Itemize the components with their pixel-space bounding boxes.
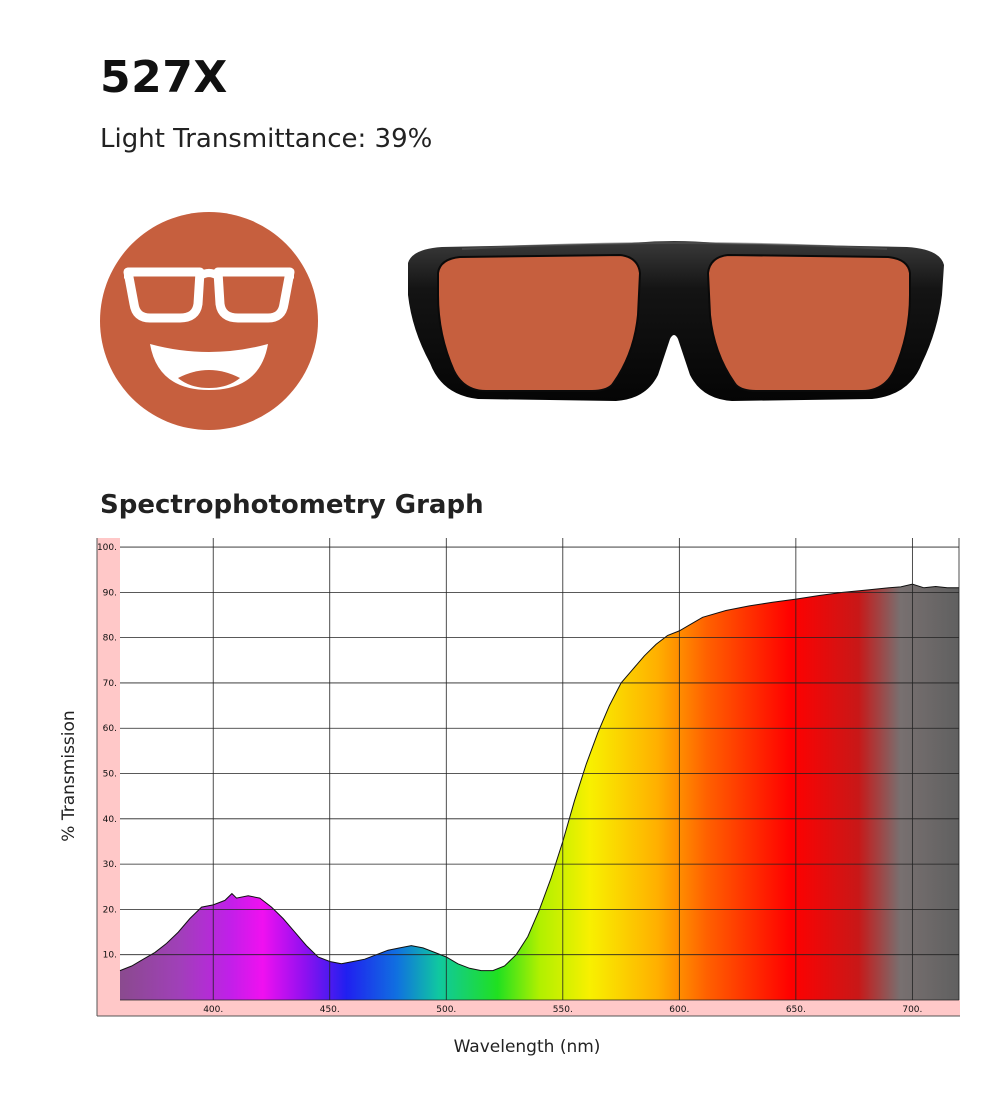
y-tick-label: 100. [97,543,117,553]
y-tick-label: 80. [103,634,117,644]
transmission-area [120,584,959,1000]
y-tick-label: 10. [103,951,117,961]
smiling-glasses-face-icon [100,212,318,430]
x-tick-label: 700. [902,1005,922,1015]
y-axis-label: % Transmission [59,710,79,841]
x-axis-label: Wavelength (nm) [454,1037,601,1057]
x-tick-label: 400. [203,1005,223,1015]
x-tick-label: 500. [436,1005,456,1015]
y-tick-label: 50. [103,770,117,780]
y-tick-label: 20. [103,905,117,915]
y-tick-label: 40. [103,815,117,825]
transmission-curve [119,583,959,972]
spectrophotometry-chart: 10. 20. 30. 40. 50. 60. 70. 80. 90. 100. 400. 450. 5… [59,538,960,1057]
y-tick-label: 30. [103,860,117,870]
x-tick-label: 550. [553,1005,573,1015]
x-tick-label: 650. [786,1005,806,1015]
x-axis-band [97,1000,960,1016]
light-transmittance: Light Transmittance: 39% [100,124,433,154]
y-axis-band [97,538,120,1016]
y-tick-label: 60. [103,724,117,734]
y-tick-label: 90. [103,588,117,598]
graph-heading: Spectrophotometry Graph [100,490,484,520]
sunglasses-product-image [408,241,944,401]
x-tick-label: 450. [320,1005,340,1015]
product-title: 527X [100,52,228,103]
y-tick-label: 70. [103,679,117,689]
x-tick-label: 600. [669,1005,689,1015]
